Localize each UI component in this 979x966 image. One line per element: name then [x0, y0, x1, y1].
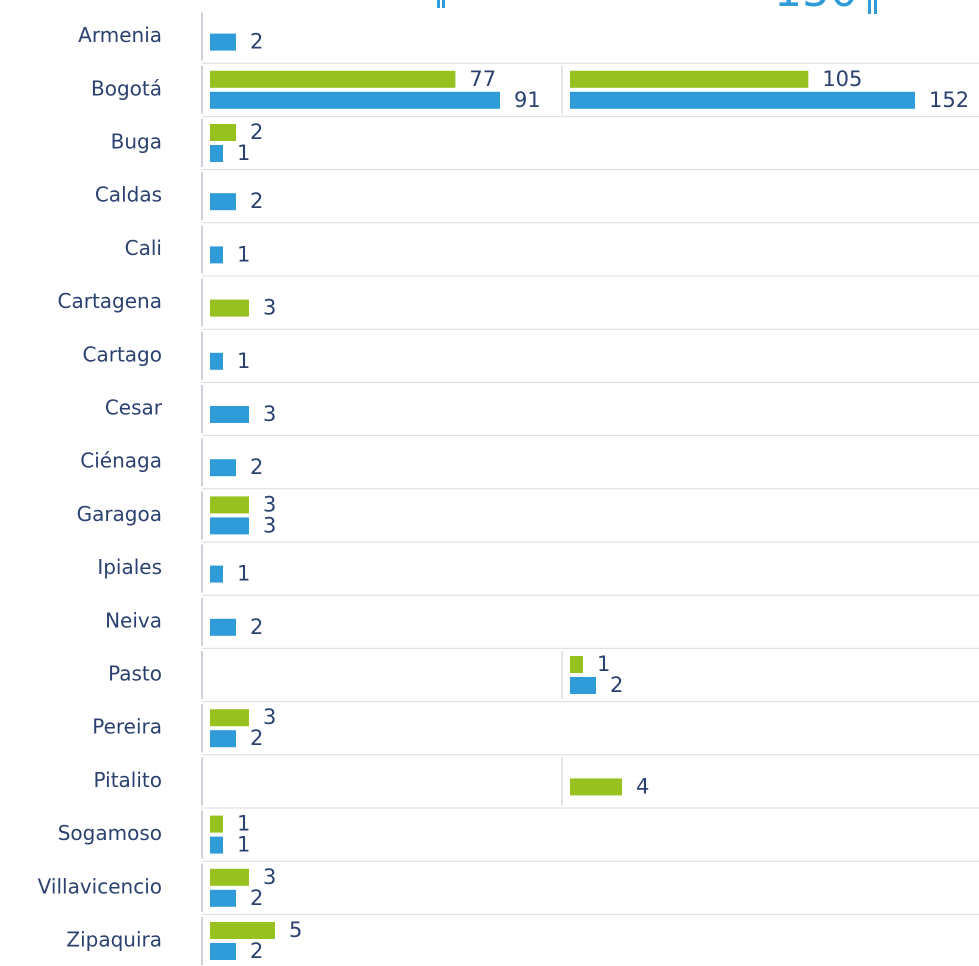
value-label: 1: [237, 812, 250, 836]
city-label: Neiva: [105, 608, 162, 632]
bar: [210, 517, 249, 535]
city-label: Ciénaga: [80, 449, 162, 473]
value-label: 2: [610, 673, 623, 697]
bar: [210, 406, 249, 423]
value-label: 3: [263, 865, 276, 889]
bar: [210, 730, 236, 748]
value-label: 1: [237, 349, 250, 373]
icon: [868, 0, 871, 14]
header-value: 150: [774, 0, 858, 17]
bar: [210, 889, 236, 907]
city-label: Cartago: [83, 342, 162, 366]
value-label: 1: [237, 833, 250, 857]
value-label: 3: [263, 402, 276, 426]
city-label: Villavicencio: [38, 874, 162, 898]
bar: [210, 815, 223, 833]
city-label: Pereira: [92, 715, 162, 739]
city-label: Garagoa: [77, 502, 162, 526]
bar: [210, 459, 236, 477]
bar: [210, 922, 275, 939]
value-label: 2: [250, 30, 263, 54]
value-label: 1: [597, 652, 610, 676]
bar: [210, 709, 249, 727]
value-label: 1: [237, 562, 250, 586]
city-label: Sogamoso: [58, 821, 162, 845]
city-label: Ipiales: [97, 555, 162, 579]
bar: [210, 836, 223, 854]
bar: [570, 677, 596, 694]
bar: [210, 868, 249, 886]
bar: [570, 70, 809, 88]
bar: [210, 246, 223, 264]
bar: [210, 565, 223, 583]
value-label: 2: [250, 726, 263, 750]
city-label: Pitalito: [94, 768, 162, 792]
value-label: 3: [263, 705, 276, 729]
bar: [210, 145, 223, 162]
value-label: 4: [636, 774, 649, 798]
bar: [210, 124, 236, 141]
bar: [210, 33, 236, 51]
bar: [210, 496, 249, 514]
bar: [210, 299, 249, 317]
bar: [210, 70, 456, 88]
city-label: Cesar: [105, 396, 163, 420]
value-label: 1: [237, 141, 250, 165]
city-label: Bogotá: [91, 76, 162, 100]
icon: [437, 0, 440, 8]
value-label: 91: [514, 88, 541, 112]
city-label: Pasto: [108, 662, 162, 686]
bar: [210, 193, 236, 211]
bar: [210, 352, 223, 370]
city-label: Buga: [111, 130, 162, 154]
city-label: Cali: [125, 236, 162, 260]
value-label: 2: [250, 886, 263, 910]
bar: [210, 943, 236, 960]
value-label: 3: [263, 513, 276, 537]
icon: [874, 0, 877, 14]
value-label: 3: [263, 296, 276, 320]
value-label: 152: [929, 88, 969, 112]
value-label: 105: [822, 67, 862, 91]
value-label: 2: [250, 189, 263, 213]
value-label: 5: [289, 918, 302, 942]
city-label: Armenia: [78, 23, 162, 47]
value-label: 77: [469, 67, 496, 91]
city-label: Zipaquira: [66, 928, 162, 952]
value-label: 2: [250, 455, 263, 479]
city-label: Caldas: [95, 183, 162, 207]
value-label: 1: [237, 242, 250, 266]
value-label: 2: [250, 615, 263, 639]
city-label: Cartagena: [58, 289, 162, 313]
value-label: 2: [250, 120, 263, 144]
value-label: 2: [250, 939, 263, 963]
value-label: 3: [263, 492, 276, 516]
bar: [210, 618, 236, 636]
icon: [442, 0, 445, 8]
bar: [570, 656, 583, 673]
bar: [570, 778, 622, 796]
bar: [570, 91, 915, 109]
bar: [210, 91, 500, 109]
